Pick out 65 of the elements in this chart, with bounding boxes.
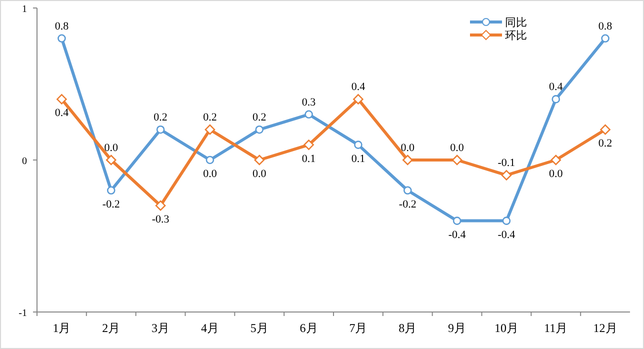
point: [156, 125, 165, 134]
data-label: -0.1: [498, 157, 516, 170]
point: [353, 94, 364, 104]
point: [106, 186, 116, 195]
data-label: 0.0: [549, 168, 564, 180]
x-tick-label: 1月: [52, 321, 71, 335]
data-label: 0.0: [450, 142, 464, 154]
data-label: 0.2: [203, 112, 217, 124]
point: [403, 186, 412, 195]
point: [452, 216, 462, 225]
point: [502, 216, 511, 225]
data-label: 0.4: [54, 107, 70, 120]
data-label: -0.3: [152, 214, 170, 226]
point: [452, 154, 462, 166]
data-label: 0.2: [252, 112, 266, 124]
point: [206, 156, 214, 164]
data-label: 0.0: [104, 142, 118, 154]
x-tick-label: 9月: [448, 321, 466, 335]
point: [56, 94, 67, 104]
data-label: -0.2: [102, 198, 120, 210]
x-tick-label: 4月: [200, 321, 219, 335]
data-label: -0.4: [448, 228, 466, 241]
point: [204, 124, 216, 135]
point: [58, 34, 66, 43]
data-label: 0.1: [302, 152, 316, 165]
data-label: 0.4: [549, 81, 564, 94]
point: [304, 140, 314, 150]
x-tick-label: 7月: [349, 321, 368, 335]
point: [501, 170, 512, 180]
data-label: 0.0: [252, 168, 267, 180]
x-tick-label: 8月: [398, 321, 417, 335]
y-tick-label: 1: [22, 4, 27, 15]
legend-label: 同比: [505, 16, 527, 29]
x-tick-label: 12月: [593, 321, 618, 335]
data-label: 0.4: [351, 81, 366, 94]
legend-label: 环比: [505, 29, 527, 42]
data-label: -0.4: [498, 228, 516, 241]
point: [255, 125, 264, 134]
point: [106, 154, 116, 166]
x-tick-label: 6月: [300, 321, 318, 335]
data-label: 0.3: [302, 96, 316, 108]
point: [304, 110, 313, 119]
data-label: 0.8: [598, 20, 613, 32]
x-tick-label: 11月: [544, 321, 568, 335]
x-tick-label: 3月: [152, 321, 170, 335]
point: [552, 95, 560, 104]
data-label: 0.8: [54, 20, 70, 32]
x-tick-label: 10月: [494, 321, 518, 335]
data-label: 0.2: [154, 112, 168, 124]
data-label: 0.0: [400, 142, 415, 154]
point: [600, 124, 610, 135]
point: [402, 154, 413, 166]
point: [155, 200, 166, 211]
data-label: 0.1: [351, 152, 366, 165]
y-tick-label: -1: [18, 308, 27, 319]
x-tick-label: 2月: [102, 321, 120, 335]
point: [254, 154, 265, 166]
point: [354, 140, 362, 149]
data-label: 0.2: [598, 138, 612, 150]
data-label: -0.2: [398, 198, 416, 210]
y-tick-label: 0: [22, 156, 27, 167]
point: [550, 154, 562, 166]
x-tick-label: 5月: [250, 321, 268, 335]
data-label: 0.0: [203, 168, 218, 180]
point: [601, 34, 610, 43]
